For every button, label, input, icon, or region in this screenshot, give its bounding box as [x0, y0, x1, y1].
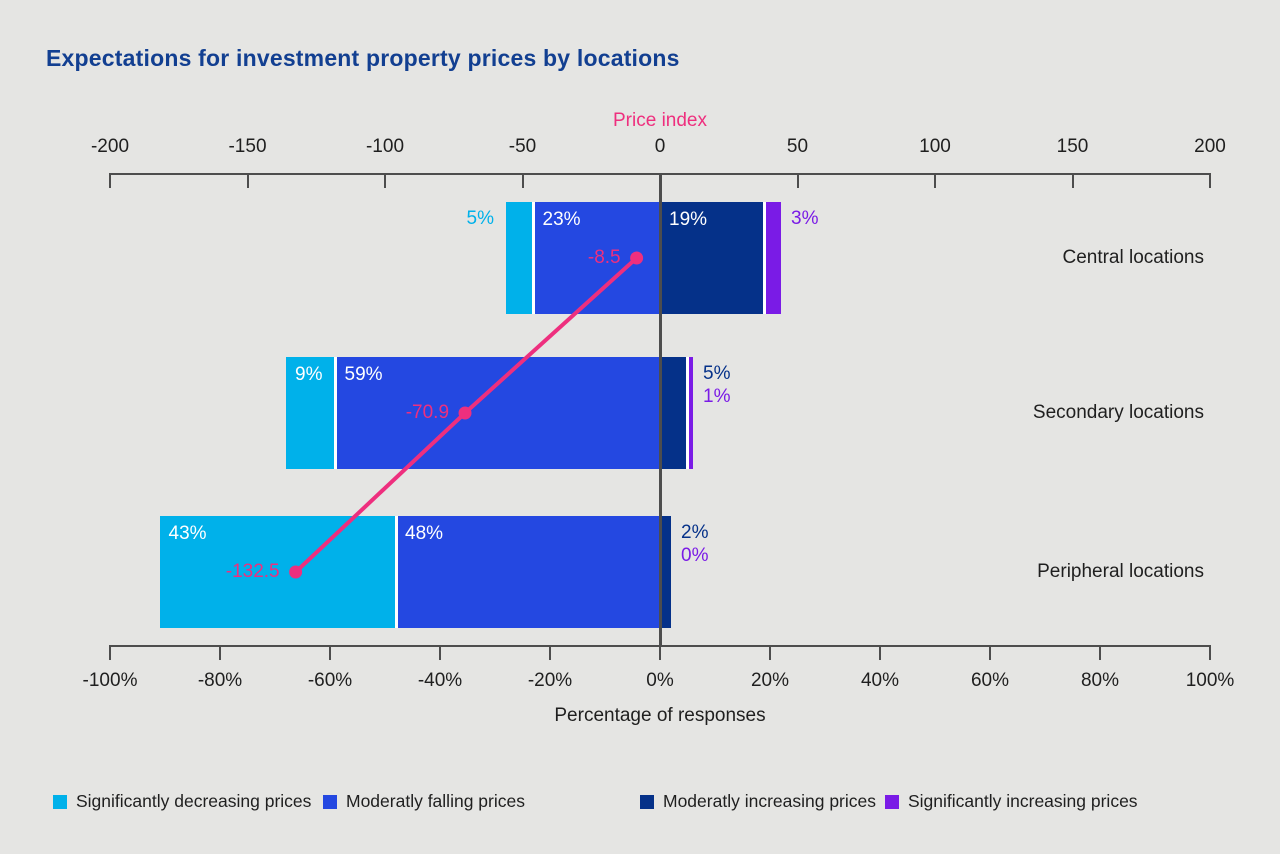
bar-segment-moderately-increasing — [660, 202, 765, 314]
bottom-axis-tick — [329, 645, 331, 660]
zero-axis-line — [658, 173, 662, 647]
bar-segment-moderately-falling — [335, 357, 660, 469]
value-label-inside: 19% — [669, 209, 708, 230]
top-axis-tick-label: -150 — [228, 136, 267, 157]
segment-separator — [334, 357, 337, 469]
segment-separator — [532, 202, 535, 314]
value-label-inside: 43% — [168, 523, 207, 544]
segment-separator — [394, 516, 398, 628]
top-axis-tick-label: 0 — [654, 136, 666, 157]
value-label-inside: 48% — [405, 523, 444, 544]
bottom-axis-tick-label: 80% — [1080, 670, 1120, 691]
top-axis-tick — [109, 173, 111, 188]
top-axis-tick — [1071, 173, 1074, 188]
bottom-axis-tick-label: -60% — [307, 670, 353, 691]
legend-label: Moderatly increasing prices — [663, 791, 877, 811]
bottom-axis-tick-label: -100% — [82, 670, 138, 691]
bottom-axis-tick-label: 40% — [860, 670, 900, 691]
bar-segment-significantly-increasing — [764, 202, 781, 314]
bottom-axis-tick — [109, 645, 111, 660]
top-axis-tick — [521, 173, 524, 188]
bottom-axis-tick — [1209, 645, 1211, 660]
legend-item: Moderatly increasing prices — [640, 791, 876, 812]
bottom-axis-tick — [659, 645, 661, 660]
bottom-axis-title: Percentage of responses — [554, 705, 766, 726]
bottom-axis-tick — [769, 645, 771, 660]
top-axis-title: Price index — [613, 110, 707, 131]
category-label: Peripheral locations — [1037, 561, 1204, 582]
bottom-axis-tick-label: 100% — [1185, 670, 1235, 691]
price-index-value-label: -70.9 — [405, 402, 450, 423]
top-axis-tick-label: 200 — [1194, 136, 1226, 157]
top-axis-tick — [1209, 173, 1211, 188]
bar-segment-moderately-increasing — [660, 516, 671, 628]
top-axis-tick-label: -100 — [365, 136, 405, 157]
segment-separator — [686, 357, 689, 469]
bottom-axis-tick-label: 0% — [646, 670, 674, 691]
top-axis-tick-label: -200 — [90, 136, 130, 157]
value-label-inside: 9% — [295, 364, 323, 385]
legend-swatch — [885, 794, 899, 809]
legend-label: Significantly decreasing prices — [76, 791, 312, 811]
legend-swatch — [640, 794, 654, 809]
value-label-outside-right: 0% — [681, 545, 709, 566]
bottom-axis-tick — [989, 645, 991, 660]
bottom-axis-tick — [439, 645, 441, 660]
value-label-inside: 23% — [542, 209, 581, 230]
price-index-value-label: -132.5 — [225, 561, 280, 582]
bottom-axis-tick — [879, 645, 881, 660]
top-axis-tick-label: -50 — [508, 136, 537, 157]
bottom-axis-tick-label: 20% — [750, 670, 790, 691]
legend-item: Significantly decreasing prices — [53, 791, 311, 812]
bar-segment-significantly-increasing — [687, 357, 693, 469]
category-label: Secondary locations — [1032, 402, 1204, 423]
bottom-axis-tick — [1099, 645, 1101, 660]
value-label-outside-right: 5% — [703, 363, 731, 384]
value-label-outside-right: 3% — [791, 208, 819, 229]
bar-segment-moderately-increasing — [660, 357, 688, 469]
price-index-value-label: -8.5 — [587, 247, 621, 268]
bottom-axis-tick — [219, 645, 221, 660]
top-axis-tick — [934, 173, 936, 188]
legend-label: Significantly increasing prices — [908, 791, 1138, 811]
legend-swatch — [53, 794, 67, 809]
category-label: Central locations — [1062, 247, 1204, 268]
legend-swatch — [323, 794, 337, 809]
chart-title: Expectations for investment property pri… — [46, 45, 680, 71]
value-label-inside: 59% — [344, 364, 383, 385]
legend-item: Significantly increasing prices — [885, 791, 1138, 812]
bottom-axis-tick-label: -20% — [527, 670, 573, 691]
legend-item: Moderatly falling prices — [323, 791, 525, 812]
top-axis-tick — [246, 173, 249, 188]
segment-separator — [763, 202, 766, 314]
bottom-axis-tick-label: 60% — [970, 670, 1010, 691]
top-axis-tick — [384, 173, 386, 188]
value-label-outside-left: 5% — [466, 208, 494, 229]
bottom-axis-tick-label: -80% — [197, 670, 243, 691]
top-axis-tick-label: 50 — [786, 136, 809, 157]
bottom-axis-tick-label: -40% — [417, 670, 463, 691]
top-axis-tick-label: 100 — [919, 136, 951, 157]
bar-segment-significantly-decreasing — [506, 202, 534, 314]
top-axis-tick — [796, 173, 799, 188]
legend-label: Moderatly falling prices — [346, 791, 525, 811]
value-label-outside-right: 2% — [681, 522, 709, 543]
bottom-axis-tick — [549, 645, 551, 660]
top-axis-tick-label: 150 — [1056, 136, 1089, 157]
value-label-outside-right: 1% — [703, 386, 731, 407]
